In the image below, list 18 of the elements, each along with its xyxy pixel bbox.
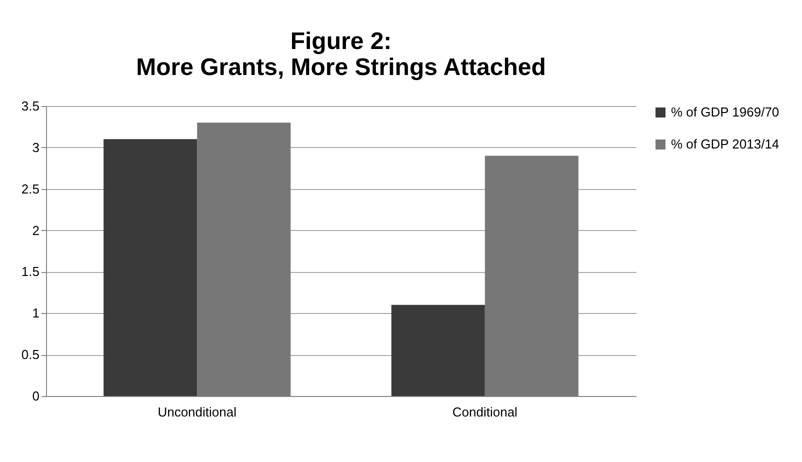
y-tick-label: 3.5 [21, 98, 40, 114]
x-tick-label: Conditional [452, 404, 518, 420]
text: More Grants, More Strings Attached [136, 54, 546, 81]
y-tick-label: 1 [32, 306, 40, 321]
y-tick-label: 1.5 [21, 264, 40, 280]
x-tick-label: Unconditional [158, 404, 237, 420]
bar [104, 139, 198, 396]
y-tick-label: 0 [32, 388, 40, 404]
y-tick-label: 2 [32, 222, 40, 238]
y-tick-label: 3 [32, 140, 40, 155]
y-tick-label: 0.5 [21, 347, 40, 362]
bar [391, 304, 485, 396]
bar [197, 122, 291, 396]
y-tick-label: 2.5 [21, 181, 40, 196]
legend-label: % of GDP 2013/14 [671, 136, 780, 152]
text: Figure 2: [290, 28, 392, 55]
bar [484, 156, 578, 396]
legend-label: % of GDP 1969/70 [671, 104, 780, 120]
